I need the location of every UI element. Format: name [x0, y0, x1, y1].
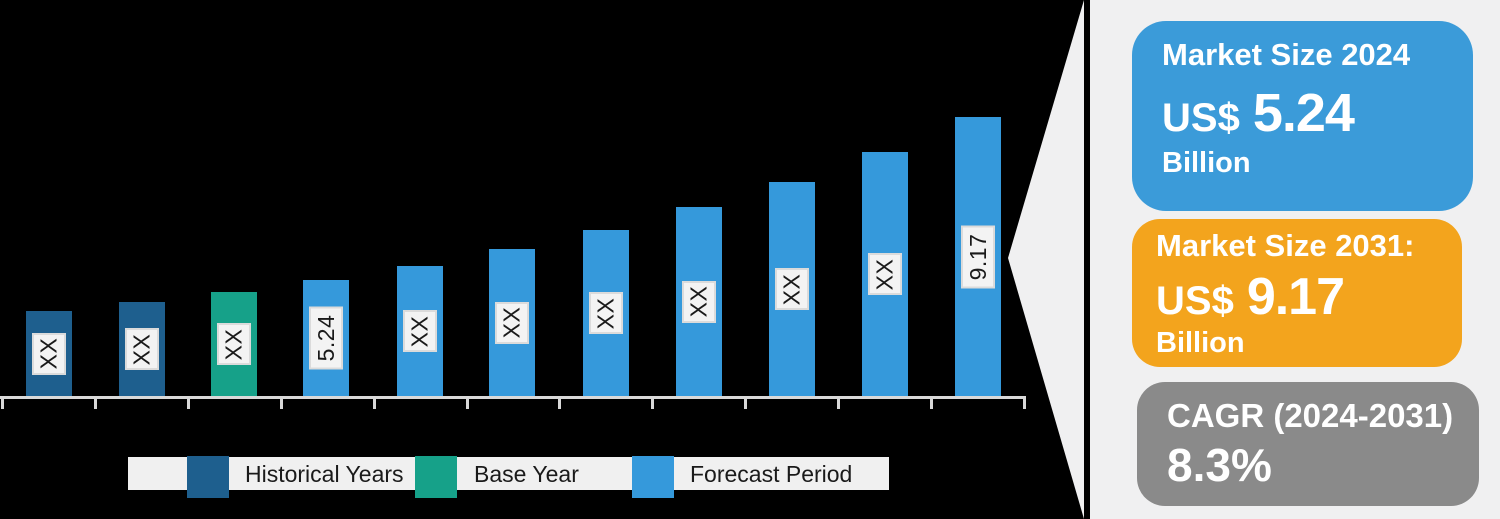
axis-tick	[837, 396, 840, 409]
card-value-row: US$ 5.24	[1162, 82, 1473, 144]
axis-tick	[558, 396, 561, 409]
cagr-card: CAGR (2024-2031) 8.3%	[1137, 382, 1479, 506]
card-title: Market Size 2024	[1162, 37, 1411, 72]
bar-5: XX	[397, 266, 443, 396]
legend-swatch-historical-years	[187, 456, 229, 498]
bar-3: XX	[211, 292, 257, 396]
market-size-2031-card: Market Size 2031: US$ 9.17 Billion	[1132, 219, 1462, 367]
bar-1: XX	[26, 311, 72, 396]
market-size-2031-value: 9.17	[1246, 267, 1345, 326]
legend-label-base-year: Base Year	[474, 461, 579, 487]
legend-label-forecast-period: Forecast Period	[690, 461, 853, 487]
axis-tick	[930, 396, 933, 409]
currency-prefix: US$	[1162, 95, 1240, 140]
market-size-2024-value: 5.24	[1252, 82, 1355, 143]
axis-tick	[744, 396, 747, 409]
bar-value-label: XX	[589, 292, 623, 334]
bar-6: XX	[489, 249, 535, 396]
card-title: CAGR (2024-2031)	[1167, 397, 1454, 434]
x-axis	[0, 396, 1025, 399]
legend	[128, 457, 889, 490]
legend-swatch-forecast-period	[632, 456, 674, 498]
bar-value-label: 9.17	[961, 225, 995, 288]
market-size-2024-card: Market Size 2024 US$ 5.24 Billion	[1132, 21, 1473, 211]
bar-8: XX	[676, 207, 722, 396]
legend-label-historical-years: Historical Years	[245, 461, 404, 487]
currency-prefix: US$	[1156, 278, 1234, 323]
bar-value-label: XX	[32, 332, 66, 375]
axis-tick	[373, 396, 376, 409]
bar-10: XX	[862, 152, 908, 396]
bar-11: 9.17	[955, 117, 1001, 396]
unit-label: Billion	[1162, 146, 1251, 179]
callout-arrow-icon	[1008, 0, 1084, 519]
chart-area: XX XX XX 5.24 XX XX XX XX XX XX 9.17 Historical Ye…	[0, 117, 1026, 498]
axis-tick	[94, 396, 97, 409]
bar-2: XX	[119, 302, 165, 396]
legend-swatch-base-year	[415, 456, 457, 498]
bar-4: 5.24	[303, 280, 349, 396]
axis-tick	[1, 396, 4, 409]
bar-value-label: XX	[682, 280, 716, 323]
axis-tick	[280, 396, 283, 409]
side-panel: Market Size 2024 US$ 5.24 Billion Market…	[1090, 0, 1500, 519]
bar-9: XX	[769, 182, 815, 396]
card-title: Market Size 2031:	[1156, 228, 1415, 263]
bar-value-label: XX	[775, 268, 809, 310]
bar-value-label: 5.24	[309, 306, 343, 370]
axis-tick	[1023, 396, 1026, 409]
axis-tick	[187, 396, 190, 409]
bar-value-label: XX	[125, 328, 159, 370]
bar-value-label: XX	[217, 323, 251, 365]
axis-tick	[651, 396, 654, 409]
bar-value-label: XX	[495, 301, 529, 344]
card-value-row: US$ 9.17	[1156, 267, 1462, 327]
axis-tick	[466, 396, 469, 409]
cagr-value: 8.3%	[1167, 438, 1272, 491]
bar-7: XX	[583, 230, 629, 396]
bar-value-label: XX	[868, 253, 902, 295]
bar-value-label: XX	[403, 310, 437, 352]
unit-label: Billion	[1156, 326, 1245, 359]
